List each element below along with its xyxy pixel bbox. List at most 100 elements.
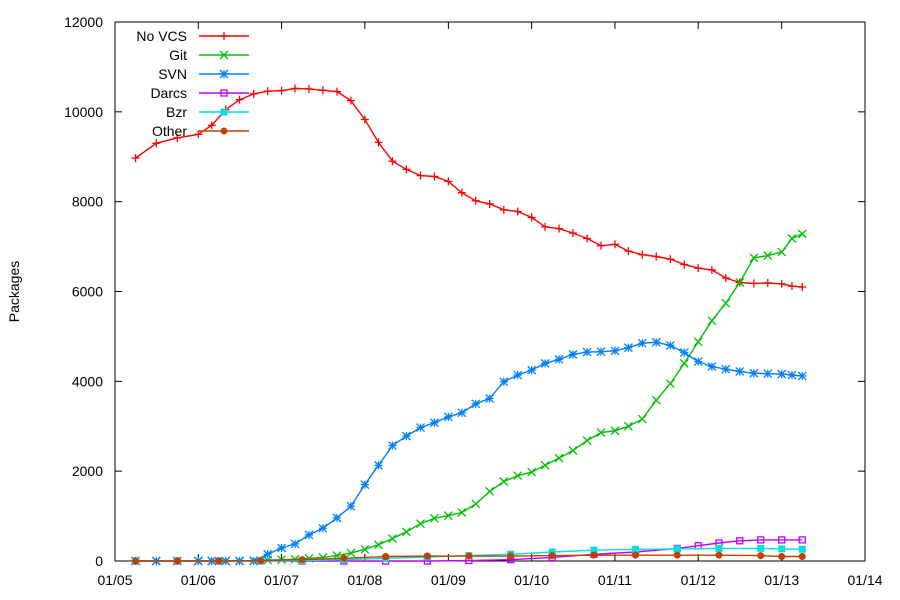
data-point-git: [763, 251, 773, 261]
x-tick-label: 01/14: [847, 572, 882, 588]
data-point-other: [423, 552, 431, 560]
data-point-bzr: [631, 545, 639, 553]
y-tick-label: 2000: [72, 463, 103, 479]
series-other: [132, 551, 806, 565]
data-point-svn: [540, 358, 550, 368]
data-point-svn: [763, 369, 773, 379]
data-point-no-vcs: [583, 234, 592, 243]
data-point-svn: [277, 543, 287, 553]
data-point-git: [693, 337, 703, 347]
y-axis-label: Packages: [6, 261, 22, 322]
data-point-no-vcs: [346, 96, 355, 105]
data-point-other: [590, 551, 598, 559]
data-point-no-vcs: [471, 196, 480, 205]
x-tick-label: 01/08: [347, 572, 382, 588]
data-point-no-vcs: [624, 247, 633, 256]
legend-label-no-vcs: No VCS: [136, 28, 187, 44]
data-point-svn: [735, 366, 745, 376]
legend: No VCS Git SVN Darcs Bzr Other: [136, 28, 249, 139]
data-point-no-vcs: [360, 115, 369, 124]
data-point-no-vcs: [374, 138, 383, 147]
legend-marker-bzr: [220, 108, 228, 116]
data-point-git: [485, 486, 495, 496]
x-tick-label: 01/12: [681, 572, 716, 588]
data-point-other: [507, 552, 515, 560]
data-point-svn: [527, 365, 537, 375]
y-tick-label: 0: [95, 553, 103, 569]
data-point-svn: [401, 431, 411, 441]
data-point-git: [679, 358, 689, 368]
data-point-git: [416, 519, 425, 529]
legend-marker-other: [220, 127, 228, 135]
data-point-no-vcs: [333, 87, 342, 96]
x-tick-label: 01/05: [97, 572, 132, 588]
data-point-no-vcs: [304, 84, 313, 93]
data-point-svn: [513, 370, 523, 380]
data-point-no-vcs: [277, 86, 286, 95]
data-point-other: [757, 552, 765, 560]
data-point-git: [582, 436, 592, 446]
data-point-no-vcs: [263, 87, 272, 96]
data-point-git: [568, 446, 578, 455]
data-point-no-vcs: [680, 260, 689, 269]
series-line-svn: [135, 341, 803, 562]
x-tick-label: 01/10: [514, 572, 549, 588]
data-point-no-vcs: [194, 130, 203, 139]
data-point-bzr: [757, 544, 765, 552]
data-point-other: [798, 553, 806, 561]
data-point-bzr: [778, 545, 786, 553]
data-point-git: [527, 467, 537, 477]
data-point-no-vcs: [610, 240, 619, 249]
data-point-svn: [582, 347, 592, 357]
y-tick-label: 8000: [72, 194, 103, 210]
legend-item-other: Other: [152, 123, 249, 139]
data-point-no-vcs: [131, 154, 140, 163]
y-tick-label: 10000: [64, 104, 103, 120]
data-point-svn: [416, 423, 425, 433]
data-point-no-vcs: [318, 86, 327, 95]
data-point-git: [401, 527, 411, 537]
data-point-no-vcs: [527, 213, 536, 222]
data-point-svn: [596, 347, 606, 357]
data-point-no-vcs: [568, 229, 577, 238]
y-tick-label: 12000: [64, 14, 103, 30]
data-point-svn: [471, 399, 481, 409]
legend-marker-git: [219, 50, 229, 60]
series-line-no-vcs: [135, 87, 803, 288]
data-point-no-vcs: [652, 252, 661, 261]
x-tick-label: 01/11: [598, 572, 632, 588]
data-point-git: [651, 395, 661, 405]
data-point-svn: [721, 364, 731, 374]
data-point-svn: [387, 441, 397, 451]
data-point-svn: [499, 377, 509, 387]
data-point-svn: [290, 539, 300, 549]
data-point-git: [387, 534, 397, 544]
x-tick-label: 01/07: [264, 572, 299, 588]
data-point-no-vcs: [173, 133, 182, 142]
legend-label-git: Git: [169, 47, 187, 63]
data-point-svn: [485, 393, 495, 403]
data-point-no-vcs: [666, 255, 675, 264]
data-point-no-vcs: [597, 241, 606, 250]
data-point-svn: [346, 501, 356, 511]
data-point-no-vcs: [207, 121, 216, 130]
data-point-git: [554, 453, 564, 463]
x-axis: 01/05 01/06 01/07 01/08 01/09 01/10 01/11 01/12…: [97, 22, 883, 588]
data-point-git: [346, 548, 356, 558]
data-point-svn: [610, 346, 620, 356]
data-point-other: [215, 557, 223, 565]
series-no-vcs: [131, 84, 807, 292]
data-point-git: [513, 471, 523, 481]
legend-label-svn: SVN: [158, 66, 187, 82]
series-svn: [131, 337, 807, 566]
x-tick-label: 01/06: [181, 572, 216, 588]
data-point-no-vcs: [541, 222, 550, 231]
data-point-no-vcs: [707, 265, 716, 274]
legend-item-no-vcs: No VCS: [136, 28, 249, 44]
data-point-git: [721, 298, 731, 308]
data-point-no-vcs: [457, 188, 466, 197]
data-point-svn: [637, 338, 647, 348]
data-point-no-vcs: [638, 250, 647, 259]
data-point-svn: [707, 362, 717, 371]
x-tick-label: 01/13: [764, 572, 799, 588]
